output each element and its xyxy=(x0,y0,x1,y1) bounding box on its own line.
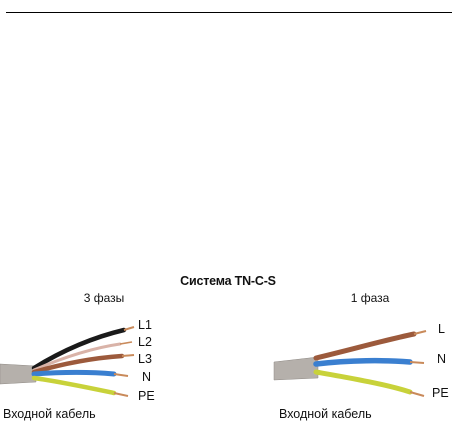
diagram-title: Система TN-C-S xyxy=(180,274,276,288)
wire-l2 xyxy=(32,342,122,372)
top-rule xyxy=(6,12,452,13)
wire-n-tip xyxy=(113,373,129,377)
single-phase-sheath xyxy=(273,356,319,381)
label-l1: L1 xyxy=(138,318,152,332)
label-pe-single: PE xyxy=(432,386,449,400)
single-phase-cable xyxy=(273,330,427,397)
wire-n-single xyxy=(313,357,413,367)
wire-l1-tip xyxy=(123,326,135,331)
three-phase-cable xyxy=(0,326,135,397)
wire-l3-tip xyxy=(121,354,135,357)
wire-n xyxy=(31,370,117,377)
wire-pe xyxy=(31,375,117,396)
wire-pe-single-tip xyxy=(409,391,425,397)
wire-n-single-tip xyxy=(409,361,425,364)
label-n: N xyxy=(142,370,152,384)
wire-l3 xyxy=(31,353,125,375)
label-l3: L3 xyxy=(138,352,152,366)
wire-pe-tip xyxy=(113,392,129,397)
wire-l-tip xyxy=(413,330,427,335)
single-phase-cable-label: Входной кабель xyxy=(279,407,372,421)
three-phase-sheath xyxy=(0,363,37,385)
label-l2: L2 xyxy=(138,335,152,349)
label-n-single: N xyxy=(437,352,447,366)
three-phase-heading: 3 фазы xyxy=(83,291,125,305)
wire-l1 xyxy=(31,327,127,371)
three-phase-cable-label: Входной кабель xyxy=(3,407,96,421)
wire-l xyxy=(313,331,417,361)
label-l-single: L xyxy=(438,322,445,336)
single-phase-heading: 1 фаза xyxy=(350,291,390,305)
wire-pe-single xyxy=(313,369,413,395)
label-pe: PE xyxy=(138,389,155,403)
wire-l2-tip xyxy=(119,341,133,345)
